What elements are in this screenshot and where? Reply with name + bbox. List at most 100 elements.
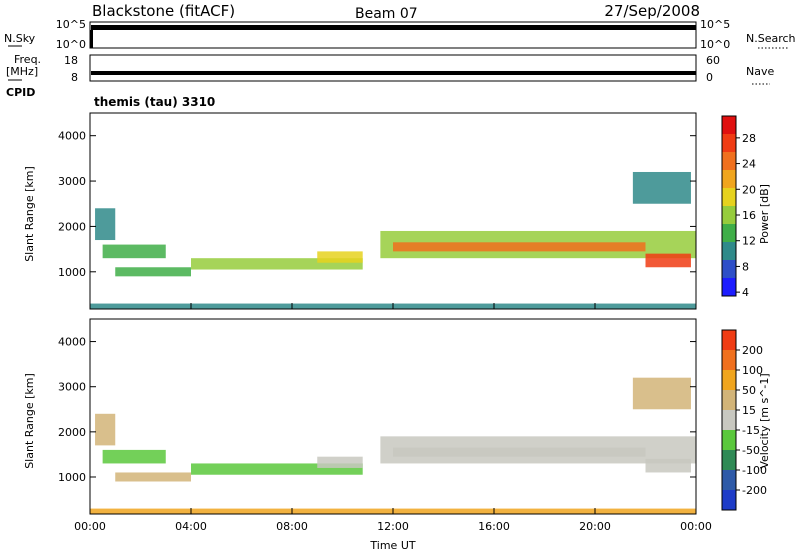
cpid-label: CPID [6, 86, 35, 99]
power-colorbar-tick-label: 20 [742, 183, 756, 196]
velocity-colorbar: 200 100 50 15 -15 -50 -100 -200 [721, 329, 767, 511]
freq-tick-top: 18 [64, 54, 78, 67]
velocity-panel: 4000 3000 2000 1000 Slant Range [km] [23, 318, 697, 515]
cpid-value: themis (tau) 3310 [94, 95, 215, 109]
velocity-colorbar-swatch [722, 330, 736, 350]
velocity-band [632, 377, 691, 410]
time-tick-label: 12:00 [377, 520, 409, 533]
velocity-colorbar-swatch [722, 430, 736, 450]
velocity-yticks: 4000 3000 2000 1000 [58, 336, 696, 484]
power-colorbar-swatch [722, 242, 736, 260]
velocity-ytick-label: 4000 [58, 336, 86, 349]
freq-unit: [MHz] [6, 65, 38, 78]
power-ytick-label: 3000 [58, 175, 86, 188]
power-colorbar-swatch [722, 134, 736, 152]
velocity-band [393, 447, 646, 457]
nsky-tick-top: 10^5 [56, 18, 86, 31]
power-colorbar-swatch [722, 206, 736, 224]
time-tick-label: 00:00 [680, 520, 712, 533]
power-panel-background [90, 113, 696, 309]
velocity-band [102, 449, 166, 464]
power-colorbar-swatch [722, 188, 736, 206]
velocity-colorbar-tick-label: -50 [742, 444, 760, 457]
velocity-ytick-label: 3000 [58, 381, 86, 394]
power-ytick-label: 1000 [58, 266, 86, 279]
nsky-trace-start [90, 30, 93, 48]
power-band [102, 244, 166, 259]
velocity-colorbar-tick-label: 100 [742, 364, 763, 377]
power-band [95, 208, 116, 241]
freq-panel-frame [89, 54, 697, 82]
power-colorbar-swatch [722, 116, 736, 134]
power-colorbar-tick-label: 24 [742, 158, 756, 171]
power-colorbar-tick-label: 12 [742, 235, 756, 248]
power-colorbar-swatch [722, 152, 736, 170]
nave-label: Nave [746, 65, 774, 78]
velocity-colorbar-tick-label: 50 [742, 384, 756, 397]
power-colorbar-swatch [722, 224, 736, 242]
velocity-colorbar-tick-label: 200 [742, 344, 763, 357]
velocity-ylabel: Slant Range [km] [23, 373, 36, 469]
power-band [393, 242, 646, 252]
power-ylabel: Slant Range [km] [23, 166, 36, 262]
power-colorbar-tick-label: 4 [742, 286, 749, 299]
power-colorbar-swatch [722, 260, 736, 278]
power-panel: 4000 3000 2000 1000 Slant Range [km] [23, 112, 697, 310]
beam-title: Beam 07 [355, 6, 418, 22]
nsky-trace [91, 25, 696, 30]
freq-trace [91, 71, 696, 75]
velocity-ytick-label: 1000 [58, 471, 86, 484]
power-band [317, 251, 363, 263]
power-colorbar-tick-label: 8 [742, 260, 749, 273]
velocity-colorbar-label: Velocity [m s^-1] [758, 373, 771, 468]
power-colorbar-swatch [722, 170, 736, 188]
velocity-colorbar-tick-label: -200 [742, 484, 767, 497]
power-colorbar-tick-label: 28 [742, 132, 756, 145]
velocity-colorbar-swatch [722, 490, 736, 510]
velocity-ytick-label: 2000 [58, 426, 86, 439]
power-band [632, 171, 691, 204]
power-colorbar-frame [721, 115, 737, 297]
velocity-colorbar-swatch [722, 390, 736, 410]
time-tick-label: 16:00 [478, 520, 510, 533]
velocity-colorbar-tick-label: -15 [742, 424, 760, 437]
velocity-colorbar-tick-label: 15 [742, 404, 756, 417]
time-tick-label: 20:00 [579, 520, 611, 533]
nsearch-label: N.Search [746, 32, 796, 45]
power-colorbar: 28 24 20 16 12 8 4 [721, 115, 756, 299]
velocity-band [317, 456, 363, 468]
power-band [191, 258, 363, 270]
nsearch-tick-top: 10^5 [700, 18, 730, 31]
velocity-band [645, 458, 691, 473]
power-band [645, 253, 691, 268]
velocity-colorbar-swatch [722, 470, 736, 490]
velocity-panel-background [90, 319, 696, 514]
velocity-colorbar-swatch [722, 370, 736, 390]
velocity-colorbar-swatch [722, 450, 736, 470]
power-ytick-label: 2000 [58, 220, 86, 233]
power-colorbar-label: Power [dB] [758, 184, 771, 244]
velocity-colorbar-swatch [722, 410, 736, 430]
power-colorbar-swatch [722, 278, 736, 296]
date-title: 27/Sep/2008 [604, 2, 700, 20]
nsky-label: N.Sky [4, 32, 36, 45]
nave-tick-bottom: 0 [706, 71, 713, 84]
time-tick-label: 08:00 [276, 520, 308, 533]
station-title: Blackstone (fitACF) [92, 2, 235, 20]
time-tick-label: 00:00 [74, 520, 106, 533]
nsearch-tick-bottom: 10^0 [700, 38, 730, 51]
freq-tick-bottom: 8 [71, 71, 78, 84]
velocity-band [191, 463, 363, 475]
velocity-band [95, 413, 116, 446]
velocity-colorbar-swatch [722, 350, 736, 370]
power-colorbar-tick-label: 16 [742, 209, 756, 222]
time-axis: 00:00 04:00 08:00 12:00 16:00 20:00 00:00 [74, 303, 712, 533]
power-ytick-label: 4000 [58, 130, 86, 143]
time-tick-label: 04:00 [175, 520, 207, 533]
freq-label: Freq. [14, 53, 41, 66]
velocity-colorbar-frame [721, 329, 737, 511]
power-band [115, 267, 191, 277]
time-axis-label: Time UT [369, 539, 415, 552]
